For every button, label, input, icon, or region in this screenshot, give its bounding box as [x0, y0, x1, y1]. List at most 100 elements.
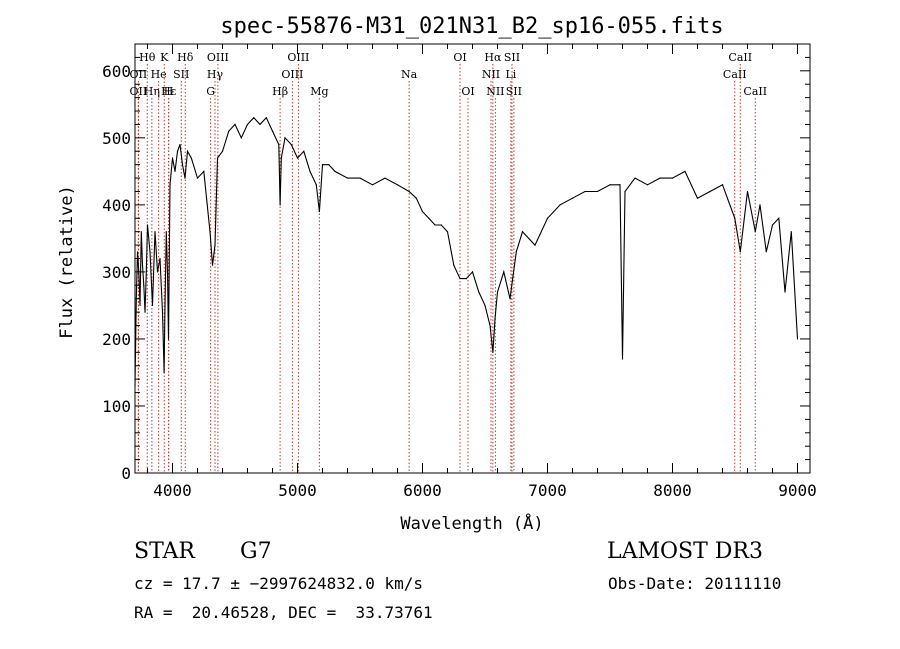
data-point [146, 224, 149, 226]
data-point [290, 143, 292, 146]
data-point [209, 231, 211, 233]
marker-label: H [164, 85, 174, 98]
obs-date: Obs-Date: 20111110 [608, 574, 782, 593]
data-point [396, 184, 399, 186]
data-point [494, 318, 496, 320]
data-point [584, 190, 586, 193]
data-point [696, 197, 699, 199]
data-point [346, 177, 349, 179]
data-point [309, 170, 311, 172]
data-point [186, 150, 189, 152]
y-tick-label: 300 [102, 263, 131, 282]
data-point [181, 164, 184, 166]
x-tick-label: 7000 [528, 481, 567, 500]
marker-label: G [206, 85, 215, 98]
data-point [739, 251, 741, 253]
data-point [190, 157, 192, 159]
marker-label: NII [486, 85, 504, 98]
data-point [659, 177, 661, 179]
data-point [384, 177, 386, 179]
x-tick-label: 4000 [153, 481, 192, 500]
data-point [759, 204, 761, 206]
data-point [136, 251, 139, 253]
data-point [408, 190, 410, 193]
y-tick-label: 600 [102, 62, 131, 81]
data-point [465, 278, 467, 280]
data-point [216, 157, 219, 159]
data-point [778, 217, 780, 219]
data-point [559, 204, 561, 206]
marker-label: He [151, 68, 167, 81]
data-point [492, 351, 494, 353]
marker-label: SII [506, 85, 522, 98]
marker-label: CaII [723, 68, 747, 81]
data-point [151, 304, 154, 307]
data-point [165, 231, 167, 233]
x-tick-label: 8000 [653, 481, 692, 500]
data-point [571, 197, 574, 199]
data-point [246, 123, 249, 126]
data-point [303, 150, 305, 152]
marker-label: OI [453, 51, 466, 64]
data-point [624, 190, 626, 193]
data-point [159, 257, 161, 260]
marker-label: Hθ [139, 51, 156, 64]
data-point [278, 143, 280, 146]
y-tick-label: 500 [102, 129, 131, 148]
data-point [284, 137, 286, 139]
data-point [684, 170, 686, 172]
data-point [144, 311, 146, 313]
spectrum-line [134, 116, 799, 386]
data-point [179, 143, 181, 146]
marker-label: SII [173, 68, 189, 81]
data-point [271, 130, 274, 132]
data-point [503, 271, 505, 273]
data-point [471, 271, 474, 273]
data-point [534, 244, 536, 246]
data-point [171, 157, 174, 159]
y-tick-label: 100 [102, 397, 131, 416]
data-point [184, 177, 186, 179]
data-point [176, 150, 179, 152]
data-point [156, 271, 159, 273]
data-point [771, 224, 774, 226]
data-point [489, 324, 491, 327]
y-tick-label: 200 [102, 330, 131, 349]
data-point [734, 217, 736, 219]
marker-label: OIII [287, 51, 309, 64]
y-tick-label: 0 [121, 464, 131, 483]
marker-label: NII [482, 68, 500, 81]
data-point [240, 137, 242, 139]
data-point [596, 190, 599, 193]
data-point [621, 358, 624, 360]
data-point [253, 117, 255, 119]
marker-label: CaII [743, 85, 767, 98]
data-point [328, 164, 330, 166]
data-point [196, 177, 199, 179]
data-point [265, 117, 267, 119]
coordinates: RA = 20.46528, DEC = 33.73761 [134, 603, 433, 622]
object-type: STAR [134, 539, 195, 564]
data-point [259, 123, 261, 126]
data-point [140, 231, 142, 233]
marker-label: Hδ [177, 51, 194, 64]
marker-label: Hη [144, 85, 160, 98]
data-point [234, 123, 236, 126]
axes: 4000 5000 6000 7000 8000 9000 0 100 200 300 400 500… [102, 43, 817, 500]
data-point [415, 197, 417, 199]
data-point [446, 231, 449, 233]
marker-label: OIII [207, 51, 229, 64]
data-point [203, 170, 205, 172]
chart-title: spec-55876-M31_021N31_B2_sp16-055.fits [220, 14, 723, 39]
data-point [609, 184, 611, 186]
data-point [765, 251, 767, 253]
data-point [619, 184, 621, 186]
data-point [163, 371, 165, 374]
data-point [434, 224, 436, 226]
data-point [478, 291, 480, 293]
data-point [509, 298, 511, 300]
data-point [143, 284, 145, 286]
marker-label: Li [505, 68, 516, 81]
x-tick-label: 9000 [778, 481, 817, 500]
